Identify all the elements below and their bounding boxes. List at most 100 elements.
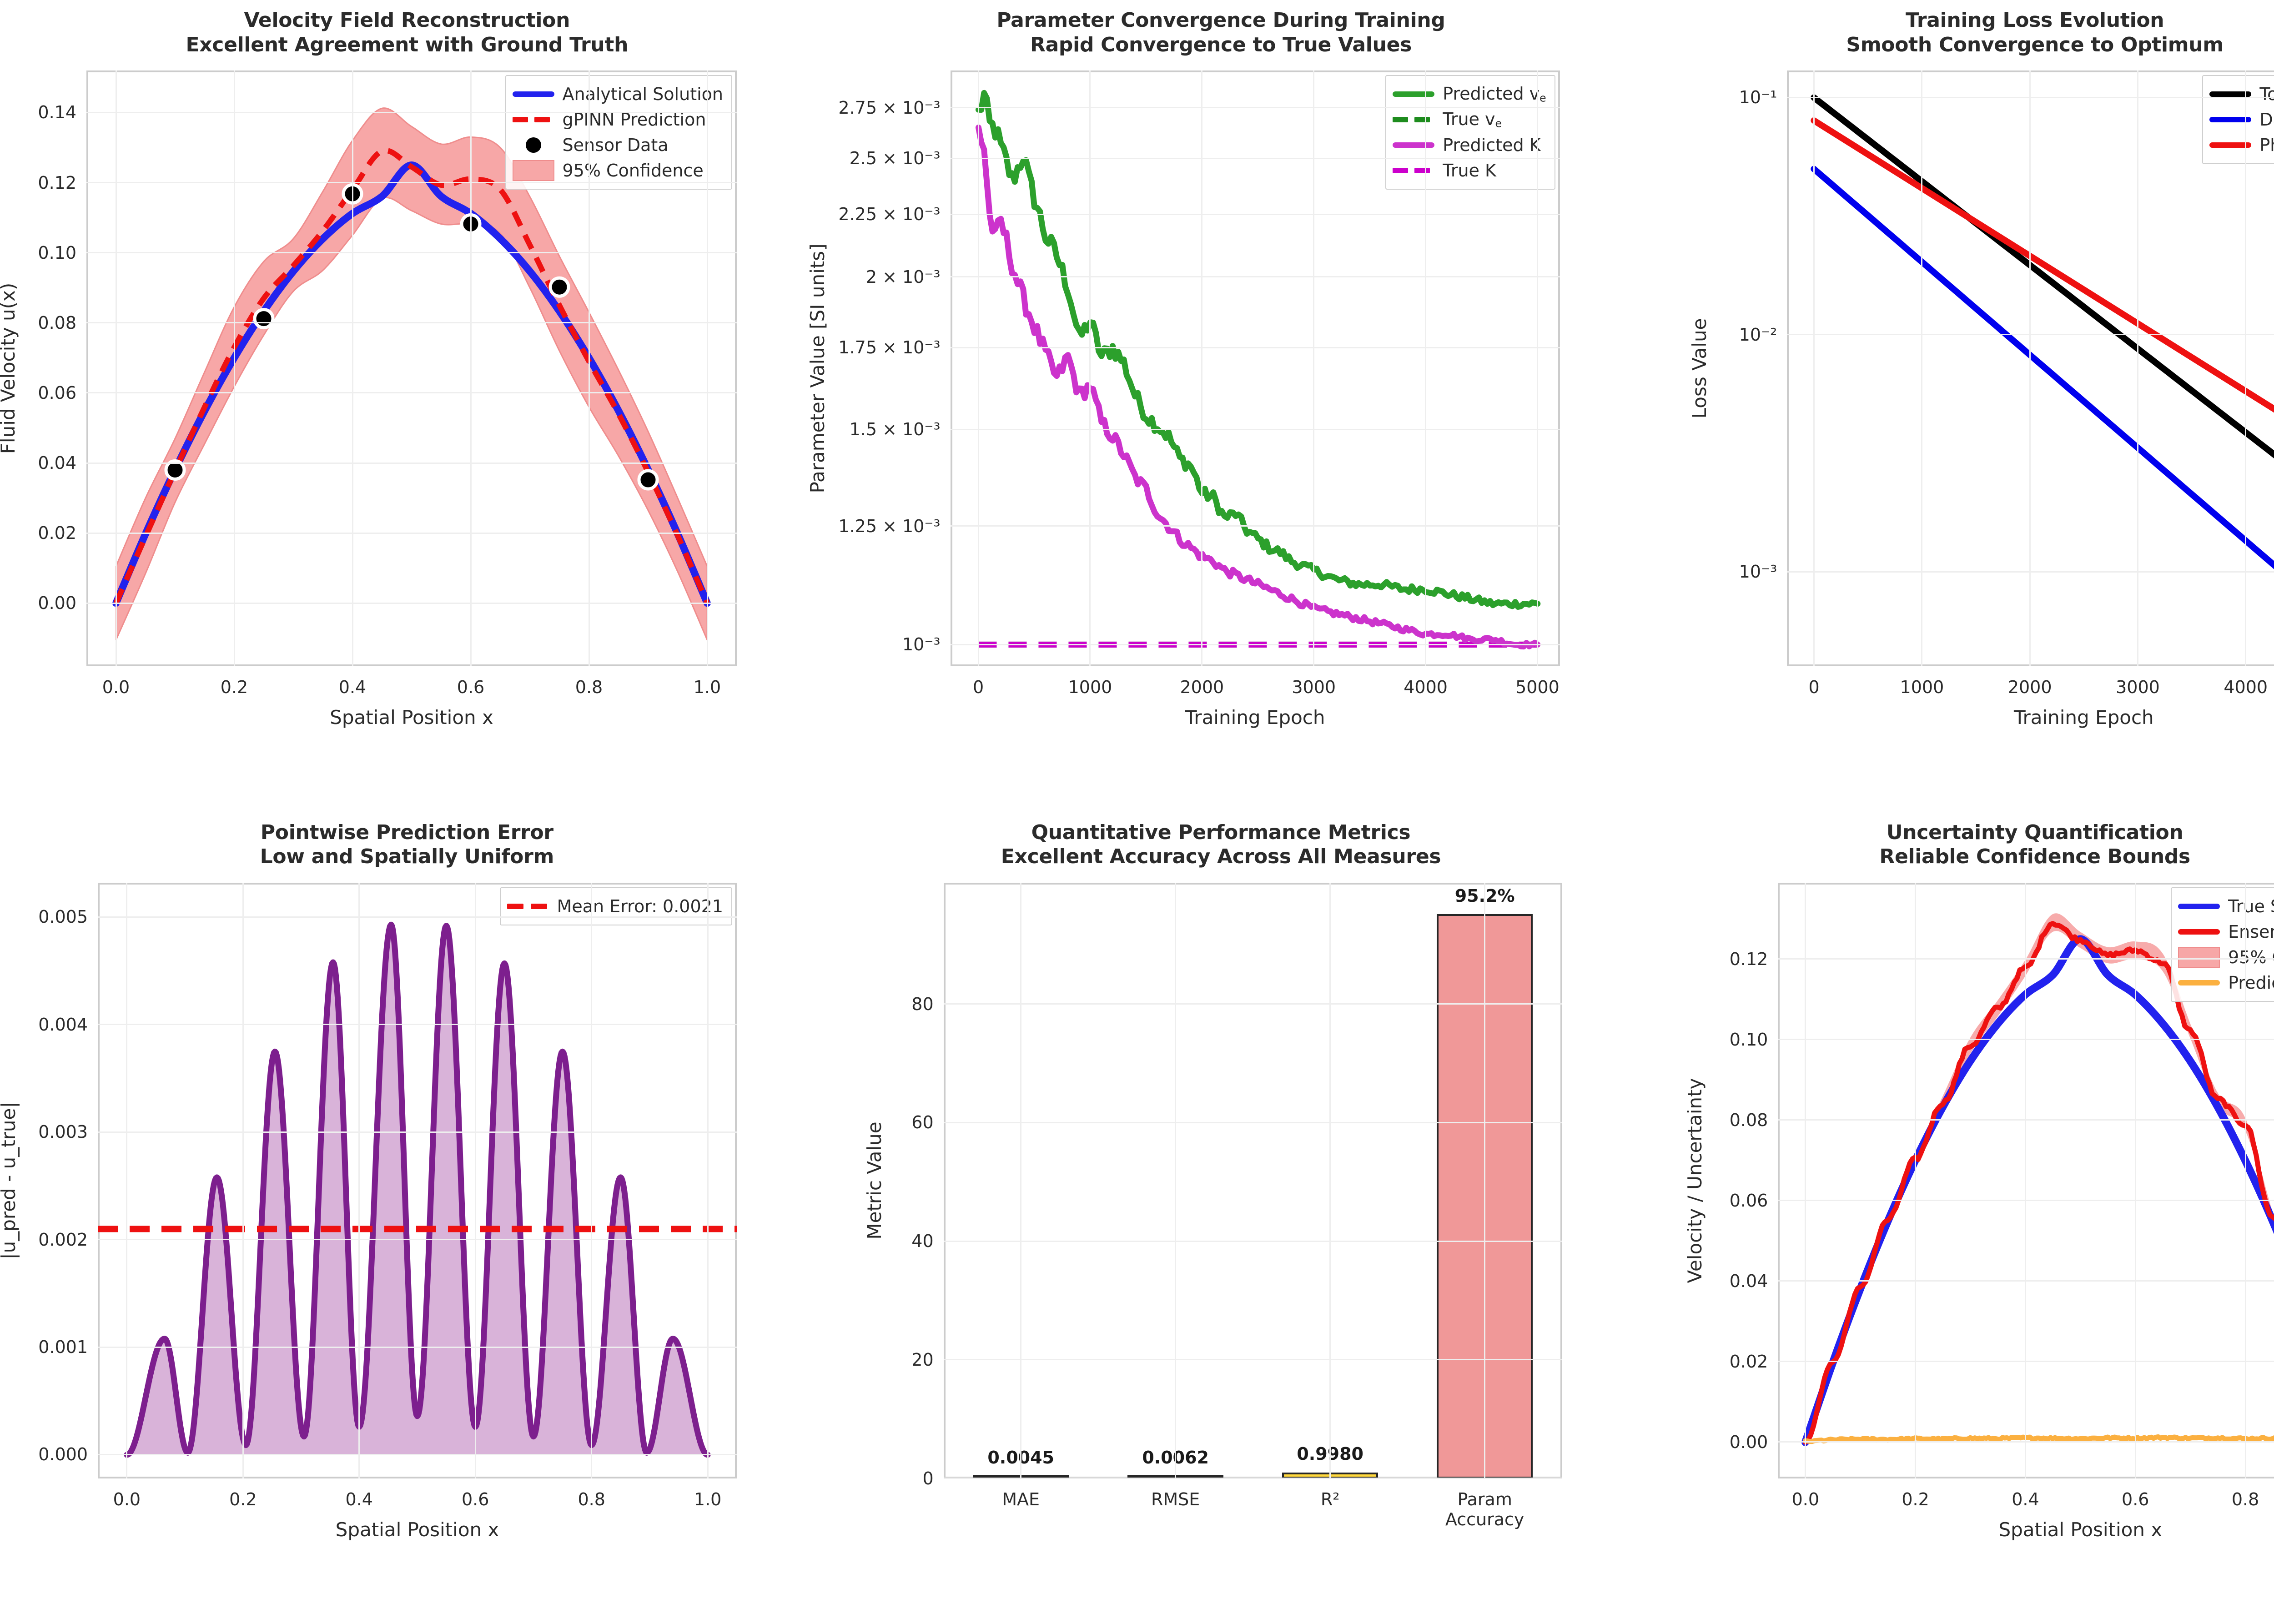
gridline-horizontal — [950, 347, 1560, 348]
x-tick-label: 1.0 — [694, 1489, 722, 1509]
legend-label: Sensor Data — [562, 135, 669, 155]
gridline-vertical — [977, 70, 979, 666]
y-tick-label: 0.002 — [38, 1229, 88, 1250]
y-tick-label: 60 — [911, 1112, 934, 1133]
confidence-band-patch-key — [512, 160, 554, 181]
legend-label: Predicted ve — [1443, 84, 1546, 105]
gridline-vertical — [470, 70, 472, 666]
true-solution-line — [1801, 935, 2274, 1446]
panel-title-line2: Rapid Convergence to True Values — [1030, 33, 1412, 56]
x-tick-label: 0 — [1808, 677, 1820, 697]
true-solution-line-key — [2178, 899, 2220, 914]
gridline-vertical — [1813, 70, 1815, 666]
gridline-horizontal — [943, 1359, 1562, 1361]
legend-label: True K — [1443, 161, 1496, 181]
y-tick-label: 0.00 — [38, 593, 76, 613]
y-tick-label: 0.10 — [38, 242, 76, 263]
gridline-vertical — [126, 882, 128, 1478]
panel-title-line1: Training Loss Evolution — [1906, 9, 2164, 32]
axis-label-x: Training Epoch — [2013, 706, 2154, 729]
y-tick-label: 0.02 — [1729, 1351, 1768, 1372]
prediction-std-line-key — [2178, 975, 2220, 990]
total-loss-line-key — [2209, 86, 2252, 102]
y-tick-label: 20 — [911, 1349, 934, 1370]
gridline-horizontal — [1787, 96, 2274, 98]
legend: Mean Error: 0.0021 — [499, 887, 732, 925]
gridline-horizontal — [950, 276, 1560, 278]
gridline-vertical — [1915, 882, 1917, 1478]
prediction-std-line — [1803, 1434, 2274, 1444]
x-tick-label: 3000 — [1292, 677, 1336, 697]
total-loss-line — [1811, 94, 2274, 458]
legend-item: Prediction Std — [2178, 970, 2274, 996]
y-tick-label: 2.5 × 10⁻³ — [849, 148, 941, 169]
pointwise-error-line — [124, 921, 711, 1458]
gridline-vertical — [358, 882, 360, 1478]
x-tick-label: 2000 — [2007, 677, 2052, 697]
legend-label: Ensemble Mean — [2228, 921, 2274, 942]
gridline-horizontal — [1778, 1361, 2274, 1363]
legend-item: Total Loss — [2209, 81, 2274, 107]
x-tick-label: 0.2 — [1902, 1489, 1929, 1509]
true-ve-line-key — [1393, 112, 1434, 127]
panel-title: Pointwise Prediction Error Low and Spati… — [0, 820, 814, 869]
y-tick-label: 0.00 — [1729, 1432, 1768, 1452]
legend-item: Predicted K — [1393, 132, 1546, 158]
gridline-vertical — [1089, 70, 1091, 666]
gridline-vertical — [1175, 882, 1177, 1478]
panel-title: Uncertainty Quantification Reliable Conf… — [1628, 820, 2274, 869]
panel-quantitative-performance-metrics: Quantitative Performance Metrics Excelle… — [814, 812, 1628, 1624]
legend: Total Loss Data Loss Physics Loss — [2202, 75, 2274, 164]
legend: True Solution Ensemble Mean 95% Confiden… — [2171, 887, 2274, 1002]
gridline-horizontal — [943, 1240, 1562, 1242]
analytical-solution-line-key — [512, 86, 554, 102]
predicted-k-line-key — [1393, 137, 1435, 153]
panel-title-line2: Excellent Agreement with Ground Truth — [186, 33, 629, 56]
legend-item: 95% Confidence — [512, 158, 724, 183]
legend-item: Sensor Data — [513, 132, 724, 158]
legend-item: True K — [1393, 158, 1546, 183]
y-tick-label: 80 — [911, 994, 934, 1014]
physics-loss-line — [1811, 117, 2274, 413]
y-tick-label: 0.04 — [38, 453, 76, 473]
panel-title-line2: Excellent Accuracy Across All Measures — [1001, 845, 1441, 869]
x-tick-label: 0.2 — [229, 1489, 257, 1509]
y-tick-label: 10⁻¹ — [1739, 87, 1777, 108]
legend-label: True ve — [1443, 109, 1502, 130]
x-tick-label: 0.4 — [345, 1489, 373, 1509]
predicted-ve-line-key — [1393, 86, 1435, 102]
gridline-horizontal — [86, 392, 737, 394]
gridline-vertical — [1313, 70, 1315, 666]
gridline-vertical — [588, 70, 590, 666]
gridline-horizontal — [950, 644, 1560, 645]
y-tick-label: 0.02 — [38, 523, 76, 543]
x-tick-label: 0.0 — [113, 1489, 141, 1509]
y-tick-label: 1.25 × 10⁻³ — [838, 516, 941, 536]
x-tick-label: 0.6 — [457, 677, 485, 697]
gridline-vertical — [1805, 882, 1806, 1478]
gridline-horizontal — [98, 1346, 737, 1348]
panel-title: Parameter Convergence During Training Ra… — [814, 8, 1628, 57]
y-tick-label: 0.000 — [38, 1444, 88, 1465]
axis-label-y: Fluid Velocity u(x) — [0, 282, 19, 454]
y-tick-label: 40 — [911, 1231, 934, 1252]
gridline-vertical — [2024, 882, 2026, 1478]
y-tick-label: 0.12 — [1729, 949, 1768, 969]
panel-title-line1: Velocity Field Reconstruction — [244, 9, 570, 32]
gridline-vertical — [2244, 882, 2246, 1478]
plot-canvas — [1801, 913, 2274, 1446]
x-tick-label: 0.8 — [2231, 1489, 2259, 1509]
axis-label-x: Spatial Position x — [330, 706, 493, 729]
gridline-horizontal — [950, 107, 1560, 109]
gridline-horizontal — [86, 182, 737, 184]
panel-title: Training Loss Evolution Smooth Convergen… — [1628, 8, 2274, 57]
x-tick-label: 0.4 — [338, 677, 367, 697]
gridline-vertical — [591, 882, 593, 1478]
gridline-horizontal — [1778, 1039, 2274, 1041]
gridline-horizontal — [950, 525, 1560, 527]
legend-item: Data Loss — [2209, 107, 2274, 132]
sensor-data-marker-key — [513, 137, 554, 153]
x-tick-label: 0.8 — [575, 677, 603, 697]
plot-canvas — [1811, 94, 2274, 569]
gridline-vertical — [1484, 882, 1486, 1478]
